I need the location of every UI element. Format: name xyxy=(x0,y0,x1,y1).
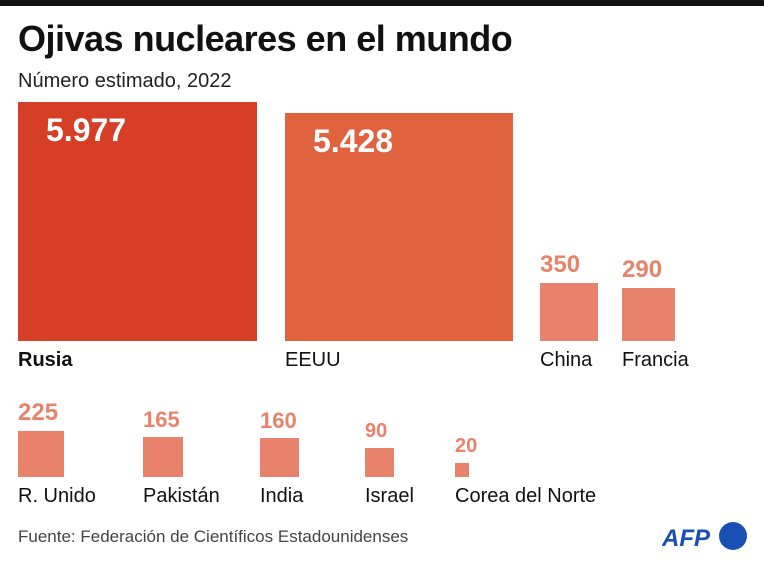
value-label-rusia: 5.977 xyxy=(46,112,127,148)
square-eeuu xyxy=(285,113,513,341)
category-label-india: India xyxy=(260,485,304,507)
category-label-francia: Francia xyxy=(622,349,689,371)
square-corea-del-norte xyxy=(455,463,469,477)
category-label-pakist-n: Pakistán xyxy=(143,485,220,507)
square-israel xyxy=(365,447,395,477)
chart-subtitle: Número estimado, 2022 xyxy=(18,70,232,92)
chart-title: Ojivas nucleares en el mundo xyxy=(18,18,513,59)
value-label-israel: 90 xyxy=(365,419,388,442)
square-r-unido xyxy=(18,430,65,477)
afp-logo: AFP xyxy=(661,520,752,559)
value-label-india: 160 xyxy=(260,407,297,433)
top-bar xyxy=(0,0,764,6)
value-label-francia: 290 xyxy=(622,256,663,284)
source-note: Fuente: Federación de Científicos Estado… xyxy=(18,527,409,546)
category-label-corea-del-norte: Corea del Norte xyxy=(455,485,597,507)
value-label-eeuu: 5.428 xyxy=(313,123,394,160)
square-china xyxy=(540,283,598,341)
square-rusia xyxy=(18,102,257,341)
value-label-china: 350 xyxy=(540,251,581,279)
category-label-eeuu: EEUU xyxy=(285,349,341,371)
category-label-r-unido: R. Unido xyxy=(18,485,96,507)
square-india xyxy=(260,437,300,477)
value-label-corea-del-norte: 20 xyxy=(455,435,478,458)
svg-text:AFP: AFP xyxy=(662,525,711,552)
value-label-r-unido: 225 xyxy=(18,398,59,426)
value-label-pakist-n: 165 xyxy=(143,407,180,433)
category-label-rusia: Rusia xyxy=(18,349,73,371)
category-label-israel: Israel xyxy=(365,485,414,507)
square-pakist-n xyxy=(143,437,183,477)
square-francia xyxy=(622,288,675,341)
category-label-china: China xyxy=(540,349,593,371)
